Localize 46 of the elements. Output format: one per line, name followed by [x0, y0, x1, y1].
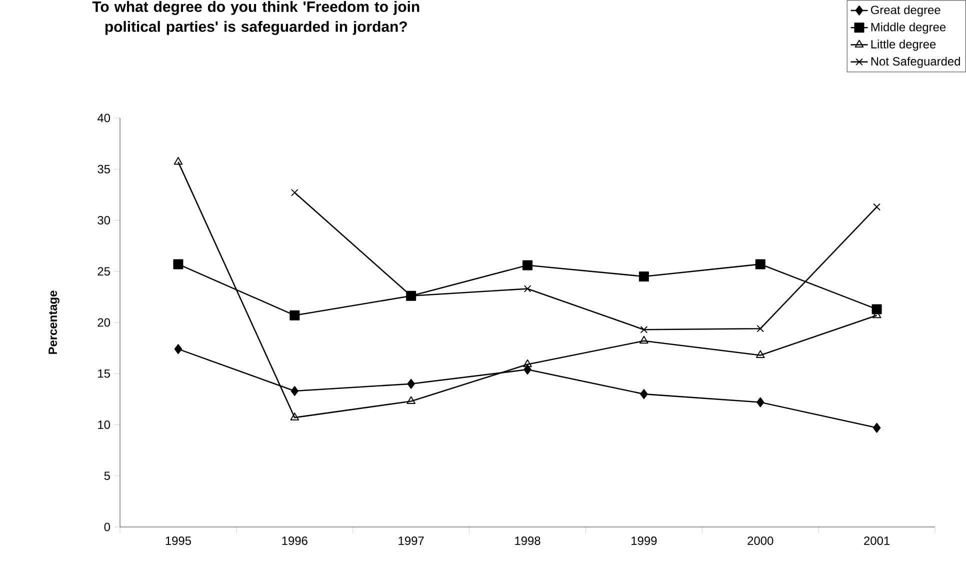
- point: [524, 364, 532, 375]
- point: [174, 344, 182, 354]
- legend-label: Great degree: [870, 5, 940, 17]
- point: [290, 412, 300, 420]
- x-tick-label: 1997: [398, 536, 424, 545]
- point: [290, 188, 298, 196]
- point: [407, 378, 415, 389]
- y-tick-label: 20: [98, 318, 110, 327]
- chart-title: To what degree do you think 'Freedom to join political parties' is safeguarded in jordan?: [92, 1, 420, 35]
- point: [290, 310, 300, 320]
- point: [523, 359, 532, 368]
- point: [755, 259, 766, 270]
- x-tick-label: 2001: [864, 536, 890, 545]
- point: [524, 285, 532, 292]
- point: [756, 350, 765, 358]
- x-tick-label: 1995: [166, 536, 192, 545]
- point: [756, 397, 764, 408]
- point: [406, 396, 416, 404]
- point: [173, 259, 184, 270]
- point: [756, 324, 764, 332]
- point: [873, 203, 880, 211]
- y-tick-label: 40: [97, 114, 110, 122]
- point: [290, 386, 299, 396]
- y-tick-label: 10: [98, 420, 110, 429]
- point: [872, 422, 881, 433]
- legend-label: Little degree: [871, 40, 936, 51]
- point: [640, 336, 648, 344]
- x-tick-label: 1996: [282, 536, 308, 545]
- legend-label: Not Safeguarded: [871, 56, 960, 68]
- point: [522, 260, 533, 270]
- x-tick-label: 1998: [515, 536, 540, 545]
- point: [872, 304, 882, 314]
- x-tick-label: 2000: [748, 536, 774, 545]
- y-tick-label: 0: [104, 522, 110, 532]
- y-tick-label: 35: [98, 164, 110, 174]
- y-tick-label: 30: [98, 216, 110, 224]
- point: [638, 271, 649, 282]
- y-tick-label: 5: [104, 472, 110, 480]
- legend-label: Middle degree: [871, 22, 946, 34]
- y-axis-title: Percentage: [48, 290, 60, 354]
- point: [640, 389, 648, 400]
- point: [174, 156, 183, 165]
- y-tick-label: 25: [98, 267, 110, 276]
- point: [640, 326, 648, 334]
- y-tick-label: 15: [98, 369, 110, 378]
- x-tick-label: 1999: [632, 536, 657, 545]
